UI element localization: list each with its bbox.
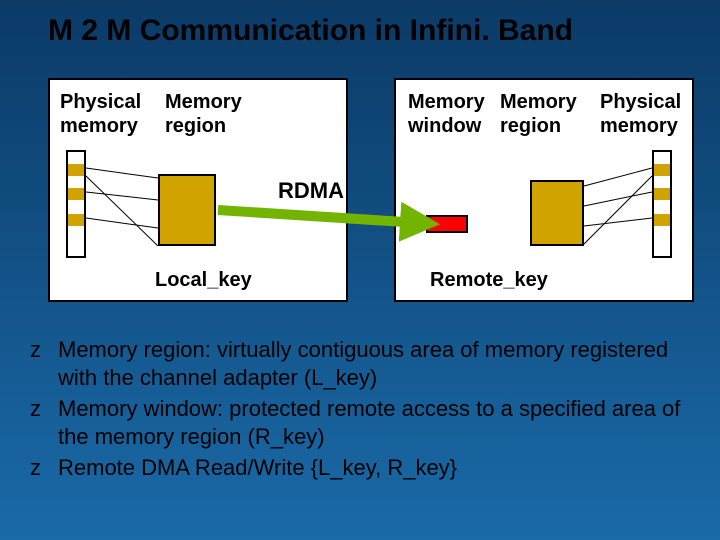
physical-memory-segment	[68, 164, 84, 176]
left-memory-region-rect	[158, 174, 216, 246]
left-physical-memory-bar	[66, 150, 86, 258]
bullet-icon: z	[30, 336, 58, 364]
bullet-list: zMemory region: virtually contiguous are…	[30, 336, 700, 486]
label-rdma: RDMA	[278, 178, 344, 204]
bullet-icon: z	[30, 454, 58, 482]
label-remote-key: Remote_key	[430, 268, 548, 292]
label-right-memory-window: Memory window	[408, 90, 485, 138]
label-left-physical-memory: Physical memory	[60, 90, 141, 138]
label-local-key: Local_key	[155, 268, 252, 292]
right-physical-memory-bar	[652, 150, 672, 258]
physical-memory-segment	[68, 214, 84, 226]
bullet-text: Memory window: protected remote access t…	[58, 395, 700, 450]
right-memory-region-rect	[530, 180, 584, 246]
bullet-item: zRemote DMA Read/Write {L_key, R_key}	[30, 454, 700, 482]
bullet-text: Remote DMA Read/Write {L_key, R_key}	[58, 454, 457, 482]
physical-memory-segment	[654, 164, 670, 176]
physical-memory-segment	[68, 188, 84, 200]
slide-title: M 2 M Communication in Infini. Band	[48, 14, 573, 48]
memory-window-rect	[426, 215, 468, 233]
bullet-item: zMemory window: protected remote access …	[30, 395, 700, 450]
label-right-memory-region: Memory region	[500, 90, 577, 138]
physical-memory-segment	[654, 188, 670, 200]
label-left-memory-region: Memory region	[165, 90, 242, 138]
label-right-physical-memory: Physical memory	[600, 90, 681, 138]
bullet-item: zMemory region: virtually contiguous are…	[30, 336, 700, 391]
physical-memory-segment	[654, 214, 670, 226]
bullet-text: Memory region: virtually contiguous area…	[58, 336, 700, 391]
bullet-icon: z	[30, 395, 58, 423]
